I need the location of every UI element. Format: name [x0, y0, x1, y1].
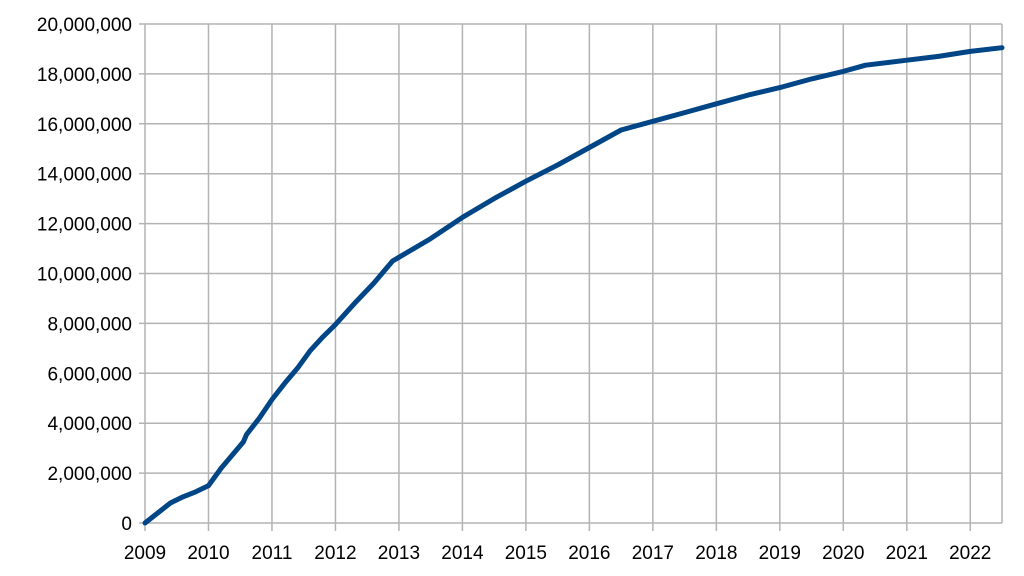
x-tick-label: 2016 [568, 543, 610, 564]
y-tick-label: 0 [121, 514, 132, 535]
y-tick-label: 4,000,000 [47, 414, 132, 435]
y-tick-label: 6,000,000 [47, 364, 132, 385]
y-axis-tick-labels: 0 2,000,000 4,000,000 6,000,000 8,000,000 10,… [37, 15, 132, 535]
x-tick-label: 2013 [378, 543, 420, 564]
y-tick-label: 8,000,000 [47, 314, 132, 335]
x-tick-label: 2017 [632, 543, 674, 564]
y-tick-label: 10,000,000 [37, 265, 132, 286]
grid [139, 23, 1003, 531]
y-tick-label: 2,000,000 [47, 464, 132, 485]
x-tick-label: 2022 [949, 543, 991, 564]
y-tick-label: 12,000,000 [37, 215, 132, 236]
y-tick-label: 16,000,000 [37, 115, 132, 136]
x-tick-label: 2014 [441, 543, 484, 564]
x-axis-tick-labels: 2009 2010 2011 2012 2013 2014 2015 2016 2017 2018… [124, 543, 992, 564]
x-tick-label: 2015 [505, 543, 547, 564]
y-tick-label: 20,000,000 [37, 15, 132, 36]
x-tick-label: 2020 [822, 543, 864, 564]
x-tick-label: 2012 [314, 543, 356, 564]
series-layer [142, 45, 1005, 526]
x-tick-label: 2011 [252, 543, 293, 564]
x-tick-label: 2010 [187, 543, 229, 564]
x-tick-label: 2019 [759, 543, 801, 564]
y-tick-label: 18,000,000 [37, 65, 132, 86]
x-tick-label: 2009 [124, 543, 166, 564]
x-tick-label: 2018 [695, 543, 737, 564]
x-tick-label: 2021 [886, 543, 928, 564]
y-tick-label: 14,000,000 [37, 165, 132, 186]
series-line [142, 45, 1005, 526]
